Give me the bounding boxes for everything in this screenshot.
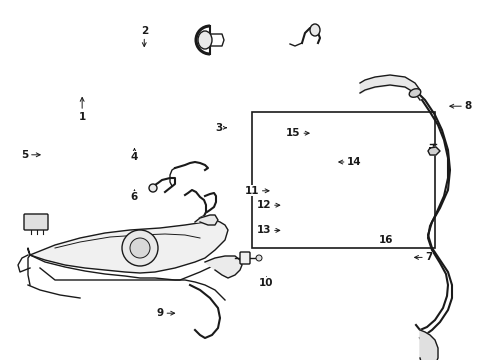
Text: 16: 16 [378, 234, 393, 245]
Text: 15: 15 [285, 128, 308, 138]
Ellipse shape [309, 24, 319, 36]
FancyBboxPatch shape [24, 214, 48, 230]
Polygon shape [195, 215, 218, 225]
Text: 2: 2 [141, 26, 147, 46]
Text: 4: 4 [130, 148, 138, 162]
Circle shape [256, 255, 262, 261]
Ellipse shape [198, 31, 212, 49]
Bar [251, 112, 434, 248]
Text: 10: 10 [259, 277, 273, 288]
Polygon shape [427, 147, 439, 155]
Text: 6: 6 [131, 190, 138, 202]
FancyBboxPatch shape [240, 252, 249, 264]
Text: 7: 7 [414, 252, 432, 262]
Text: 11: 11 [244, 186, 268, 196]
Circle shape [122, 230, 158, 266]
Text: 8: 8 [449, 101, 471, 111]
Text: 12: 12 [256, 200, 279, 210]
Polygon shape [204, 256, 242, 278]
Ellipse shape [408, 89, 420, 97]
Text: 1: 1 [79, 98, 85, 122]
Polygon shape [419, 330, 437, 360]
Text: 13: 13 [256, 225, 279, 235]
Text: 5: 5 [21, 150, 40, 160]
Text: 3: 3 [215, 123, 225, 133]
Text: 14: 14 [338, 157, 361, 167]
Circle shape [130, 238, 150, 258]
Text: 9: 9 [156, 308, 174, 318]
Circle shape [149, 184, 157, 192]
Polygon shape [28, 220, 227, 273]
